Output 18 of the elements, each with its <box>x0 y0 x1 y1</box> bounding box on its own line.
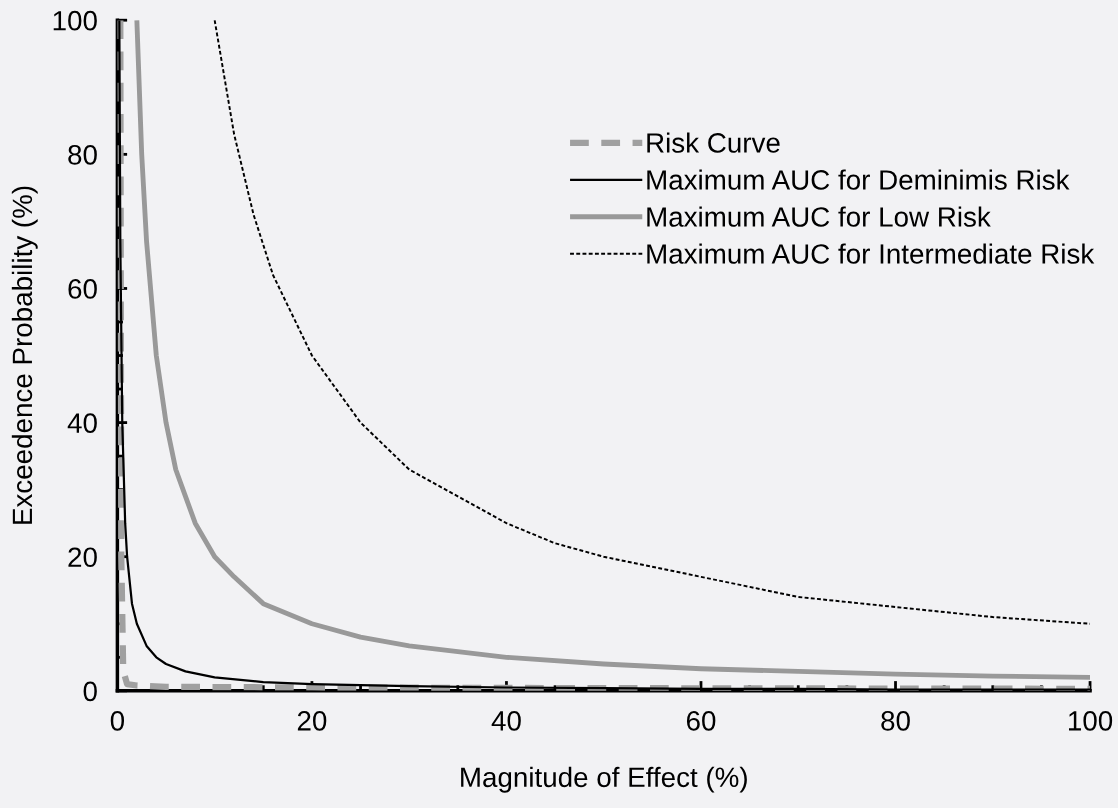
legend-label: Maximum AUC for Intermediate Risk <box>647 243 1095 264</box>
legend-label: Risk Curve <box>647 132 780 153</box>
y-axis-title: Exceedence Probability (%) <box>11 186 38 524</box>
x-tick-label: 40 <box>491 711 521 731</box>
x-tick-label: 100 <box>1069 711 1113 731</box>
x-tick-label: 80 <box>881 711 910 731</box>
y-tick-label: 60 <box>68 279 97 299</box>
x-axis-title: Magnitude of Effect (%) <box>461 766 747 793</box>
legend-label: Maximum AUC for Deminimis Risk <box>647 169 1070 190</box>
legend-label: Maximum AUC for Low Risk <box>647 206 991 227</box>
y-tick-label: 20 <box>68 547 97 568</box>
x-tick-label: 60 <box>686 711 716 731</box>
y-tick-label: 100 <box>53 10 97 31</box>
y-tick-label: 0 <box>83 681 97 702</box>
y-tick-label: 40 <box>67 413 97 433</box>
x-tick-label: 0 <box>110 711 125 731</box>
y-tick-label: 80 <box>68 145 97 165</box>
x-tick-label: 20 <box>297 711 327 731</box>
